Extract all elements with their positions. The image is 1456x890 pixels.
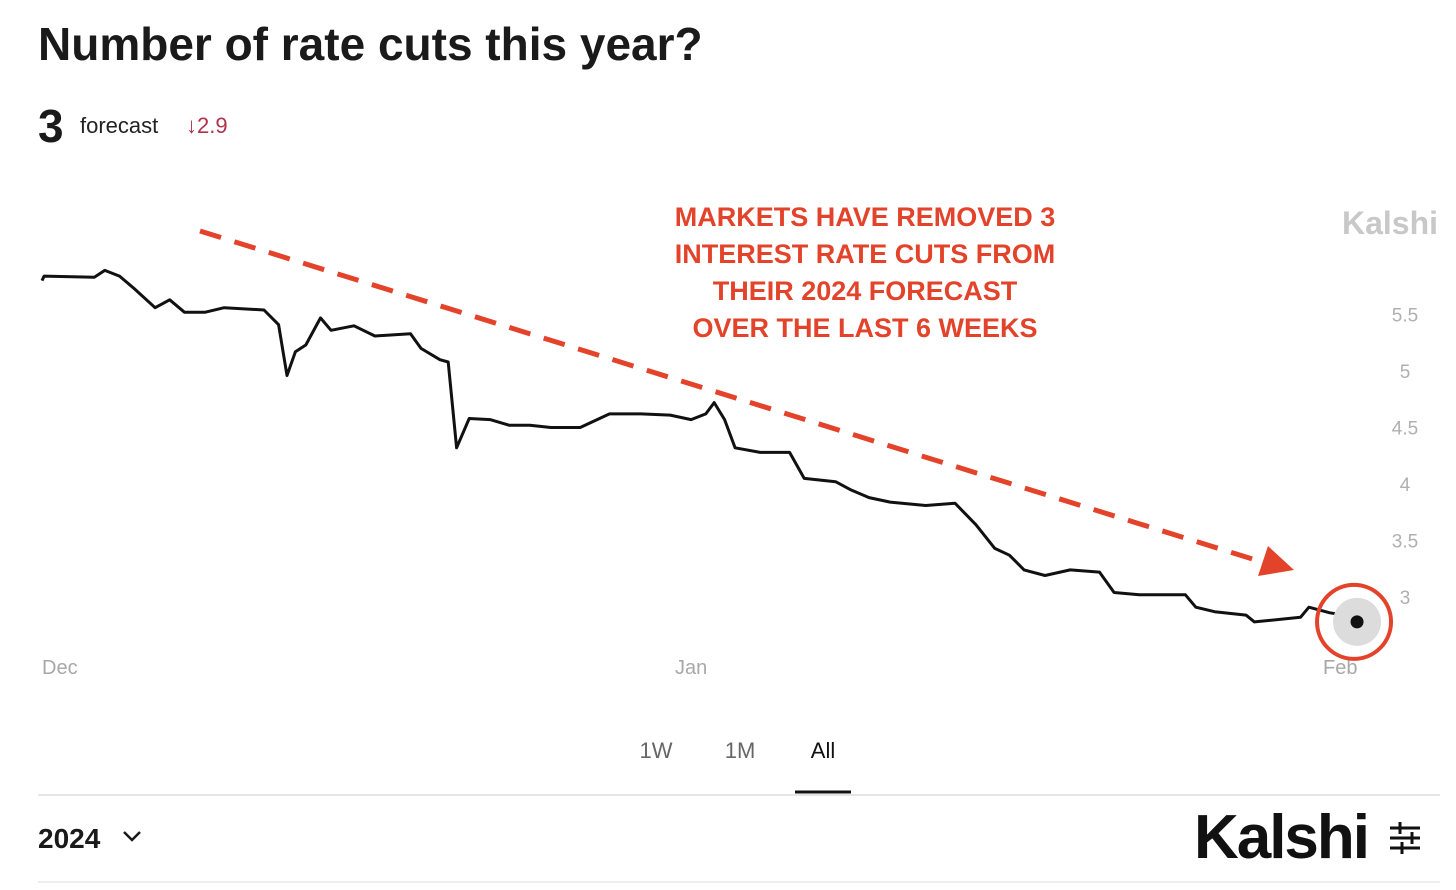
y-tick-label: 4.5 — [1392, 419, 1418, 440]
y-tick-label: 3 — [1400, 588, 1411, 609]
chevron[interactable] — [123, 831, 141, 842]
change-label: ↓2.9 — [186, 113, 228, 138]
trend-arrow — [199, 228, 1263, 565]
arrow-head — [1258, 546, 1294, 576]
last-point — [1350, 615, 1364, 629]
x-tick-label: Feb — [1323, 657, 1357, 679]
brand: Kalshi — [1194, 803, 1368, 872]
line — [40, 268, 1358, 624]
tab[interactable]: 1W — [640, 738, 673, 763]
year-selector[interactable]: 2024 — [38, 823, 101, 854]
plot: 3 3.5 4 4.5 5 5.5 Dec Jan Feb — [40, 268, 1418, 679]
highlight-ring — [1315, 582, 1394, 661]
annotation: MARKETS HAVE REMOVED 3 — [675, 202, 1056, 232]
y-tick-label: 5 — [1400, 362, 1411, 383]
tabs: 1W 1M All — [640, 738, 851, 794]
title: Number of rate cuts this year? — [38, 18, 703, 70]
watermark: Kalshi — [1342, 205, 1438, 241]
y-tick-label: 4 — [1400, 475, 1411, 496]
y-tick-label: 3.5 — [1392, 532, 1418, 553]
x-tick-label: Dec — [42, 657, 78, 679]
annotation: THEIR 2024 FORECAST — [713, 276, 1018, 306]
tab[interactable]: All — [811, 738, 835, 763]
x-tick-label: Jan — [675, 657, 707, 679]
headline-value: 3 — [38, 100, 64, 152]
headline-label: forecast — [80, 113, 158, 138]
annotation: INTEREST RATE CUTS FROM — [675, 239, 1056, 269]
settings-icon[interactable] — [1390, 822, 1420, 854]
tab[interactable]: 1M — [725, 738, 756, 763]
y-tick-label: 5.5 — [1392, 306, 1418, 327]
annotation: OVER THE LAST 6 WEEKS — [692, 313, 1037, 343]
